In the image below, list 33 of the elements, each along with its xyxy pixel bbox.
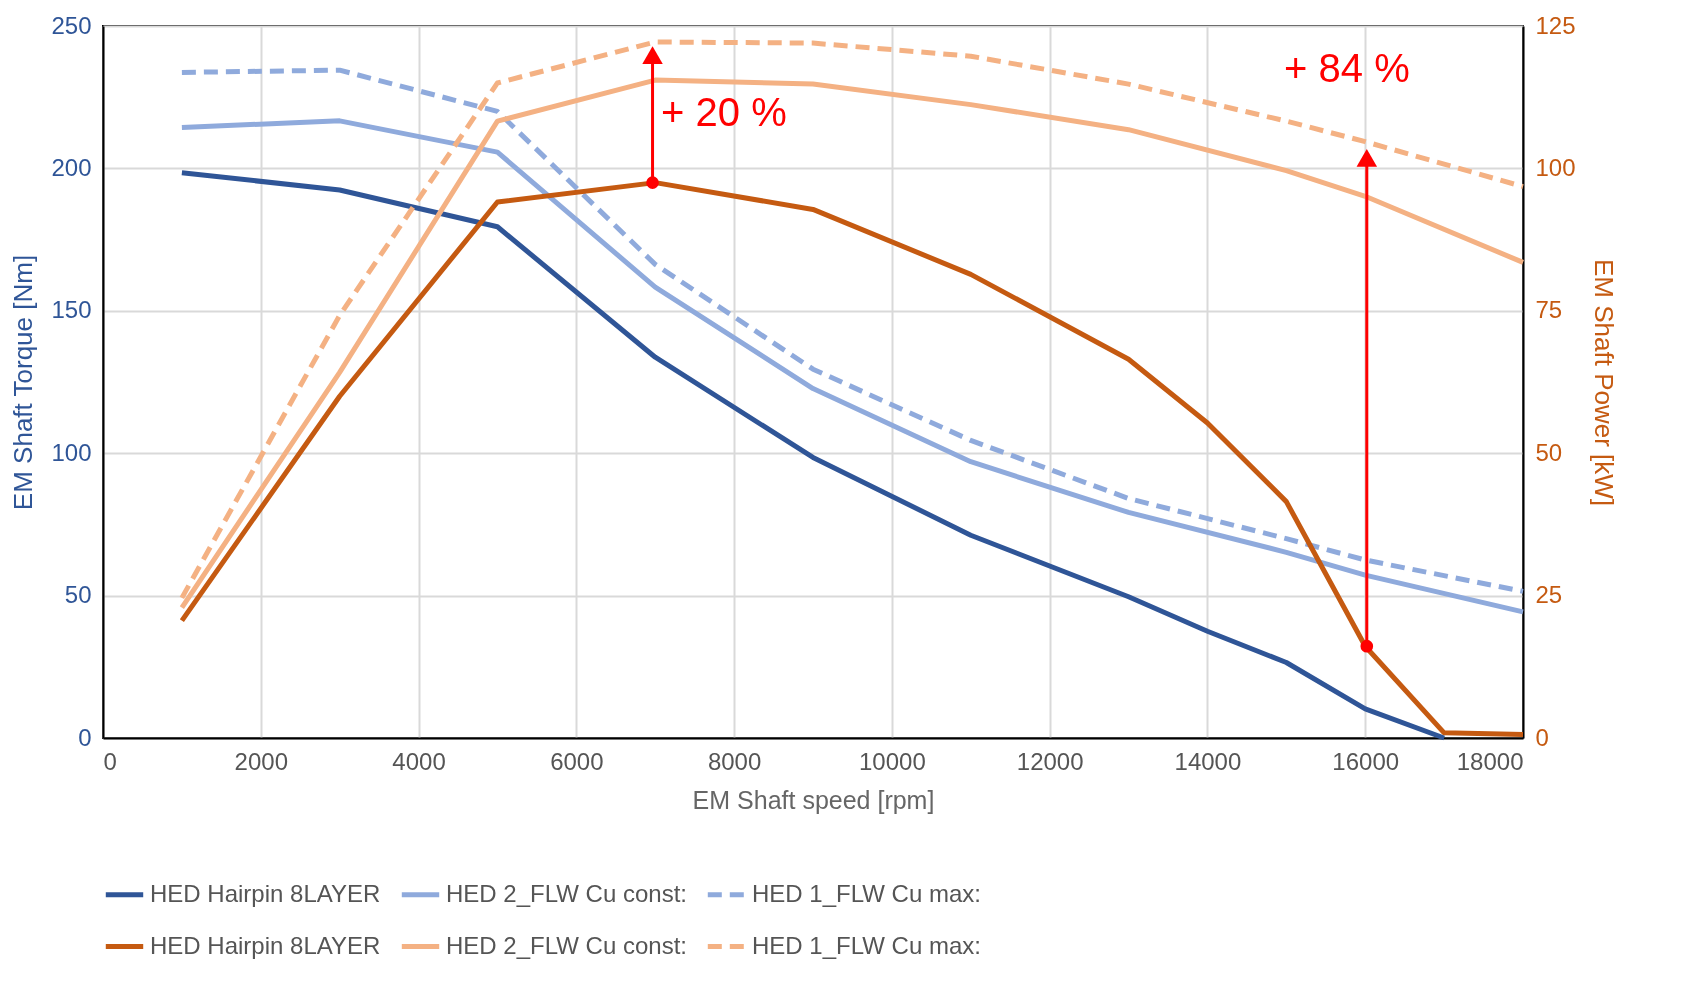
y-axis-title: EM Shaft Torque [Nm] xyxy=(8,254,39,511)
x-tick-label: 4000 xyxy=(392,747,446,775)
legend-label: HED Hairpin 8LAYER xyxy=(150,879,381,907)
y2-tick-label: 0 xyxy=(1535,723,1549,751)
x-tick-label: 8000 xyxy=(707,747,762,775)
legend-label: HED Hairpin 8LAYER xyxy=(150,931,381,959)
x-tick-label: 10000 xyxy=(859,747,926,775)
y-tick-label: 200 xyxy=(51,153,92,181)
x-tick-label: 2000 xyxy=(234,747,288,775)
y-tick-label: 0 xyxy=(78,723,92,751)
x-tick-label: 18000 xyxy=(1456,747,1524,775)
y2-axis-title: EM Shaft Power [kW] xyxy=(1588,258,1619,507)
x-tick-label: 6000 xyxy=(550,747,604,775)
y2-tick-label: 50 xyxy=(1535,438,1563,466)
x-tick-label: 16000 xyxy=(1332,747,1400,775)
x-tick-label: 0 xyxy=(103,747,117,775)
x-axis-title: EM Shaft speed [rpm] xyxy=(692,785,935,814)
y2-tick-label: 75 xyxy=(1535,296,1563,324)
y2-tick-label: 25 xyxy=(1535,581,1563,609)
y2-tick-label: 100 xyxy=(1535,153,1576,181)
annotation: + 84 % xyxy=(1284,46,1410,91)
legend-label: HED 2_FLW Cu const: xyxy=(446,879,687,907)
y2-tick-label: 125 xyxy=(1535,11,1576,39)
x-tick-label: 12000 xyxy=(1016,747,1084,775)
y-tick-label: 250 xyxy=(51,11,92,39)
legend-label: HED 1_FLW Cu max: xyxy=(752,879,981,907)
y-tick-label: 100 xyxy=(51,438,92,466)
y-tick-label: 150 xyxy=(51,296,92,324)
x-tick-label: 14000 xyxy=(1174,747,1242,775)
annotation: + 20 % xyxy=(661,90,787,135)
y-tick-label: 50 xyxy=(64,581,92,609)
legend-label: HED 2_FLW Cu const: xyxy=(446,931,687,959)
legend-label: HED 1_FLW Cu max: xyxy=(752,931,981,959)
